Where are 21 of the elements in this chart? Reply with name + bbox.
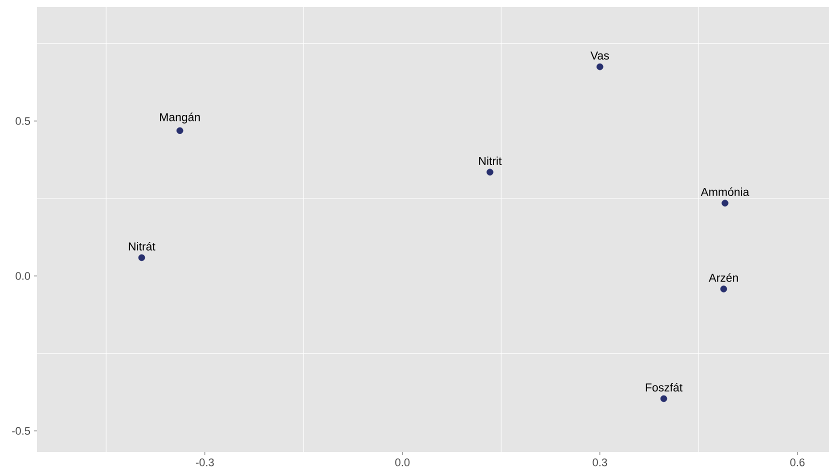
point <box>722 200 728 207</box>
x-tick-label: 0.6 <box>790 458 805 466</box>
point <box>660 395 668 402</box>
y-tick-label: -0.5 <box>12 427 30 435</box>
y-tick-label: 0.5 <box>16 117 30 125</box>
annotation: Ammónia <box>700 187 750 196</box>
x-tick-label: 0.3 <box>592 458 608 466</box>
annotation: Vas <box>590 52 609 60</box>
annotation: Foszfát <box>646 382 682 392</box>
y-tick-label: 0.0 <box>16 272 30 280</box>
point <box>486 168 494 176</box>
x-tick-label: 0.0 <box>395 458 410 466</box>
annotation: Nitrát <box>128 242 156 251</box>
x-tick-label: -0.3 <box>196 458 214 466</box>
annotation: Arzén <box>708 273 738 282</box>
point <box>596 63 604 70</box>
point <box>176 127 184 134</box>
annotation: Mangán <box>160 112 200 124</box>
annotation: Nitrit <box>479 156 502 165</box>
point <box>138 254 146 262</box>
point <box>720 286 728 292</box>
